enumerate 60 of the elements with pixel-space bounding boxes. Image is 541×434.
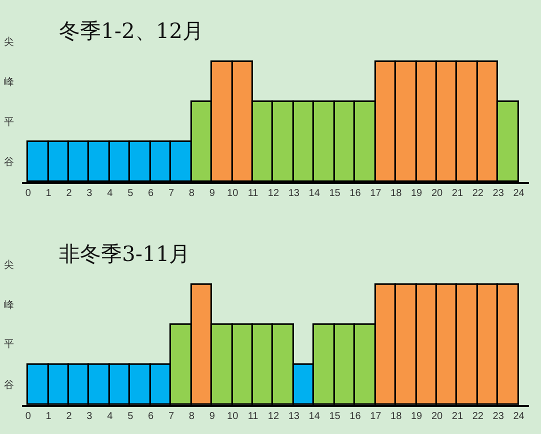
text: 峰	[4, 76, 14, 88]
x-tick-label: 21	[452, 188, 464, 200]
x-tick-label: 10	[227, 411, 239, 422]
x-tick-label: 16	[350, 411, 362, 422]
x-tick-label: 20	[431, 411, 443, 422]
x-tick-label: 14	[308, 411, 320, 422]
x-tick-label: 24	[513, 188, 525, 200]
x-tick-label: 10	[227, 188, 239, 200]
x-tick-label: 16	[350, 188, 362, 200]
x-tick-label: 21	[452, 411, 464, 422]
x-tick-label: 15	[329, 411, 341, 422]
x-tick-label: 8	[188, 188, 195, 200]
x-tick-label: 2	[66, 188, 72, 200]
x-tick-label: 22	[472, 188, 484, 200]
text: 峰	[4, 299, 14, 311]
text: 尖	[4, 36, 14, 48]
x-tick-label: 11	[248, 188, 259, 200]
x-tick-label: 11	[248, 411, 259, 422]
x-tick-label: 3	[86, 188, 93, 200]
x-tick-label: 19	[410, 188, 423, 200]
x-tick-label: 1	[46, 411, 52, 422]
x-tick-label: 19	[410, 411, 423, 422]
x-tick-label: 12	[268, 411, 280, 422]
x-tick-label: 7	[168, 411, 174, 422]
x-tick-label: 5	[128, 188, 134, 200]
x-tick-label: 12	[268, 188, 280, 200]
text: 平	[4, 339, 14, 350]
x-tick-label: 23	[492, 411, 504, 422]
x-tick-label: 6	[148, 411, 154, 422]
x-tick-label: 14	[308, 188, 320, 200]
x-tick-label: 2	[66, 411, 72, 422]
x-tick-label: 13	[288, 188, 300, 200]
text: 尖	[4, 259, 14, 271]
x-tick-label: 0	[25, 188, 32, 200]
x-tick-label: 23	[492, 188, 504, 200]
chart-title: 冬季1-2、12月	[59, 19, 204, 43]
x-tick-label: 0	[25, 411, 32, 422]
x-tick-label: 17	[370, 188, 382, 200]
text: 平	[4, 117, 14, 128]
x-tick-label: 4	[107, 188, 114, 200]
x-tick-label: 4	[107, 411, 114, 422]
text: 谷	[4, 156, 14, 168]
chart-title: 非冬季3-11月	[59, 242, 190, 266]
text: 谷	[4, 379, 14, 391]
x-tick-label: 9	[209, 411, 216, 422]
x-tick-label: 22	[472, 411, 484, 422]
x-tick-label: 18	[390, 411, 402, 422]
x-tick-label: 24	[513, 411, 525, 422]
x-tick-label: 15	[329, 188, 341, 200]
x-tick-label: 13	[288, 411, 300, 422]
x-tick-label: 5	[128, 411, 134, 422]
x-tick-label: 6	[148, 188, 154, 200]
x-tick-label: 3	[86, 411, 93, 422]
x-tick-label: 1	[46, 188, 52, 200]
x-tick-label: 18	[390, 188, 402, 200]
x-tick-label: 7	[168, 188, 174, 200]
x-tick-label: 17	[370, 411, 382, 422]
x-tick-label: 8	[188, 411, 195, 422]
x-tick-label: 9	[209, 188, 216, 200]
x-tick-label: 20	[431, 188, 443, 200]
